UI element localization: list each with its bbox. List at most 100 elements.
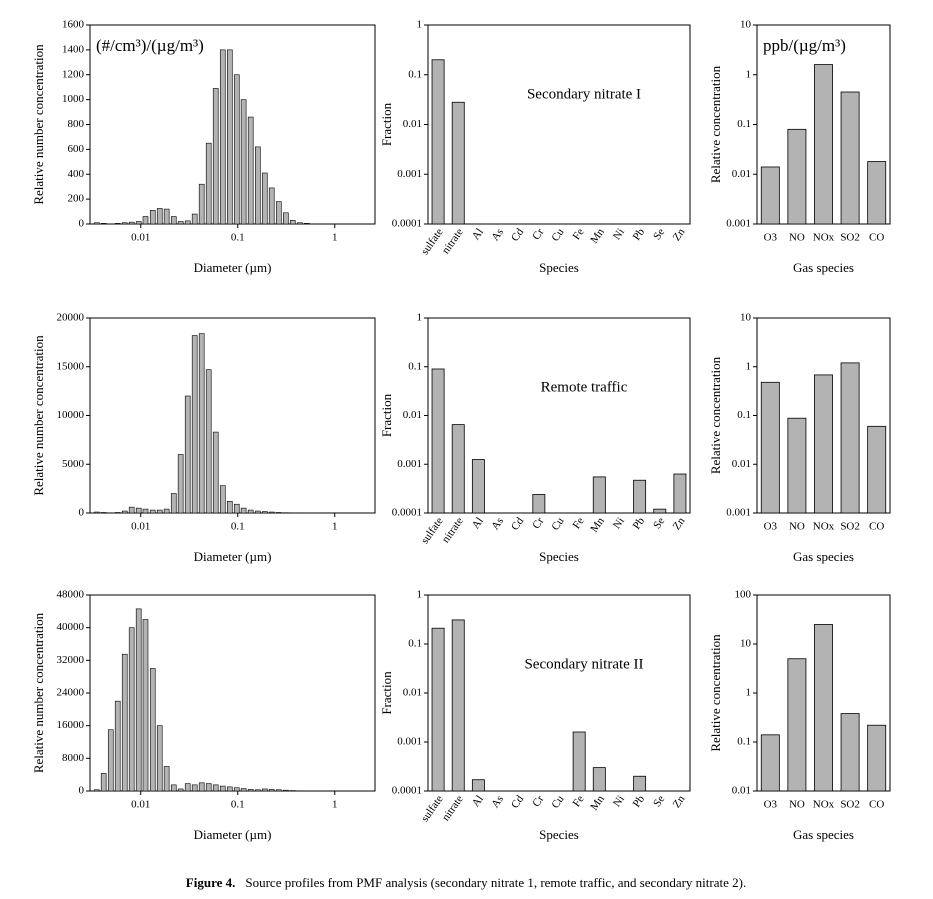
x-tick-label: 0.01: [131, 799, 150, 811]
y-tick-label: 10: [740, 19, 752, 31]
x-tick-label: SO2: [840, 232, 860, 244]
bar: [191, 335, 198, 514]
bar: [100, 773, 107, 792]
bar: [233, 503, 240, 514]
y-tick-label: 1400: [62, 43, 85, 55]
bar: [303, 223, 310, 225]
x-tick-label: NOx: [813, 521, 835, 533]
y-tick-label: 0.1: [408, 360, 422, 372]
y-tick-label: 0.001: [397, 168, 422, 180]
y-tick-label: 0.1: [408, 68, 422, 80]
bar: [814, 374, 833, 514]
bar: [289, 219, 296, 225]
bar: [212, 88, 219, 225]
x-tick-label: 1: [332, 799, 338, 811]
y-tick-label: 0: [79, 507, 85, 519]
x-tick-label: 1: [332, 521, 338, 533]
y-axis-title: Fraction: [379, 671, 394, 715]
annotation: Secondary nitrate I: [527, 86, 641, 102]
y-axis-title: Fraction: [379, 393, 394, 437]
bar: [867, 425, 887, 514]
x-tick-label: O3: [764, 799, 778, 811]
x-tick-label: NO: [789, 521, 805, 533]
y-tick-label: 10: [740, 638, 752, 650]
bar: [240, 99, 247, 225]
x-tick-label: NO: [789, 799, 805, 811]
y-tick-label: 1: [417, 589, 423, 601]
bar: [219, 785, 226, 792]
x-tick-label: O3: [764, 232, 778, 244]
x-tick-label: As: [489, 793, 506, 810]
bar: [233, 74, 240, 225]
bar: [170, 493, 177, 514]
y-tick-label: 32000: [57, 654, 85, 666]
y-tick-label: 1: [417, 19, 423, 31]
bar: [198, 183, 205, 225]
bar: [121, 510, 128, 514]
x-tick-label: 0.01: [131, 521, 150, 533]
bar: [787, 658, 807, 792]
bar: [633, 479, 647, 514]
bar: [163, 508, 170, 514]
y-axis-title: Relative concentration: [708, 65, 723, 183]
bar: [212, 784, 219, 792]
x-axis-title: Gas species: [793, 549, 854, 564]
bar: [177, 788, 184, 792]
bar: [760, 734, 780, 792]
bar: [840, 362, 860, 514]
y-tick-label: 0.0001: [392, 507, 422, 519]
bar: [198, 782, 205, 792]
bar: [170, 216, 177, 225]
y-tick-label: 100: [735, 589, 752, 601]
bar: [840, 713, 860, 792]
bar: [268, 789, 275, 792]
x-axis-title: Diameter (µm): [194, 549, 272, 564]
bar: [471, 779, 485, 792]
bar: [254, 510, 261, 514]
bar: [212, 431, 219, 514]
bar: [451, 619, 465, 792]
bar: [787, 128, 807, 225]
bar: [247, 509, 254, 514]
bar: [254, 146, 261, 225]
y-tick-label: 0.1: [737, 409, 751, 421]
bar: [219, 485, 226, 514]
annotation: ppb/(µg/m³): [763, 36, 846, 55]
y-tick-label: 0.01: [403, 118, 422, 130]
x-tick-label: CO: [869, 232, 884, 244]
bar: [451, 424, 465, 514]
bar: [840, 91, 860, 225]
bar: [867, 161, 887, 225]
y-tick-label: 400: [68, 168, 85, 180]
y-tick-label: 15000: [57, 360, 85, 372]
bar: [261, 172, 268, 225]
y-axis-title: Relative concentration: [708, 634, 723, 752]
y-tick-label: 0.1: [408, 638, 422, 650]
y-axis-title: Relative concentration: [708, 356, 723, 474]
x-axis-title: Gas species: [793, 827, 854, 842]
y-tick-label: 0.001: [726, 507, 751, 519]
y-tick-label: 0.01: [732, 168, 751, 180]
x-tick-label: As: [489, 226, 506, 243]
bar: [128, 506, 135, 514]
y-tick-label: 1000: [62, 93, 85, 105]
bar: [177, 454, 184, 514]
y-tick-label: 0.1: [737, 736, 751, 748]
bar: [149, 509, 156, 514]
bar: [572, 731, 586, 792]
y-tick-label: 1: [746, 687, 752, 699]
x-tick-label: NO: [789, 232, 805, 244]
y-axis-title: Relative number concentration: [31, 44, 46, 205]
bar: [184, 220, 191, 225]
y-tick-label: 0.001: [397, 458, 422, 470]
bar: [268, 511, 275, 514]
bar: [205, 369, 212, 514]
x-tick-label: NOx: [813, 232, 835, 244]
bar: [205, 783, 212, 792]
y-axis-title: Relative number concentration: [31, 612, 46, 773]
x-axis-title: Diameter (µm): [194, 260, 272, 275]
y-tick-label: 1200: [62, 68, 85, 80]
bar: [205, 142, 212, 225]
x-tick-label: CO: [869, 799, 884, 811]
y-axis-title: Relative number concentration: [31, 335, 46, 496]
